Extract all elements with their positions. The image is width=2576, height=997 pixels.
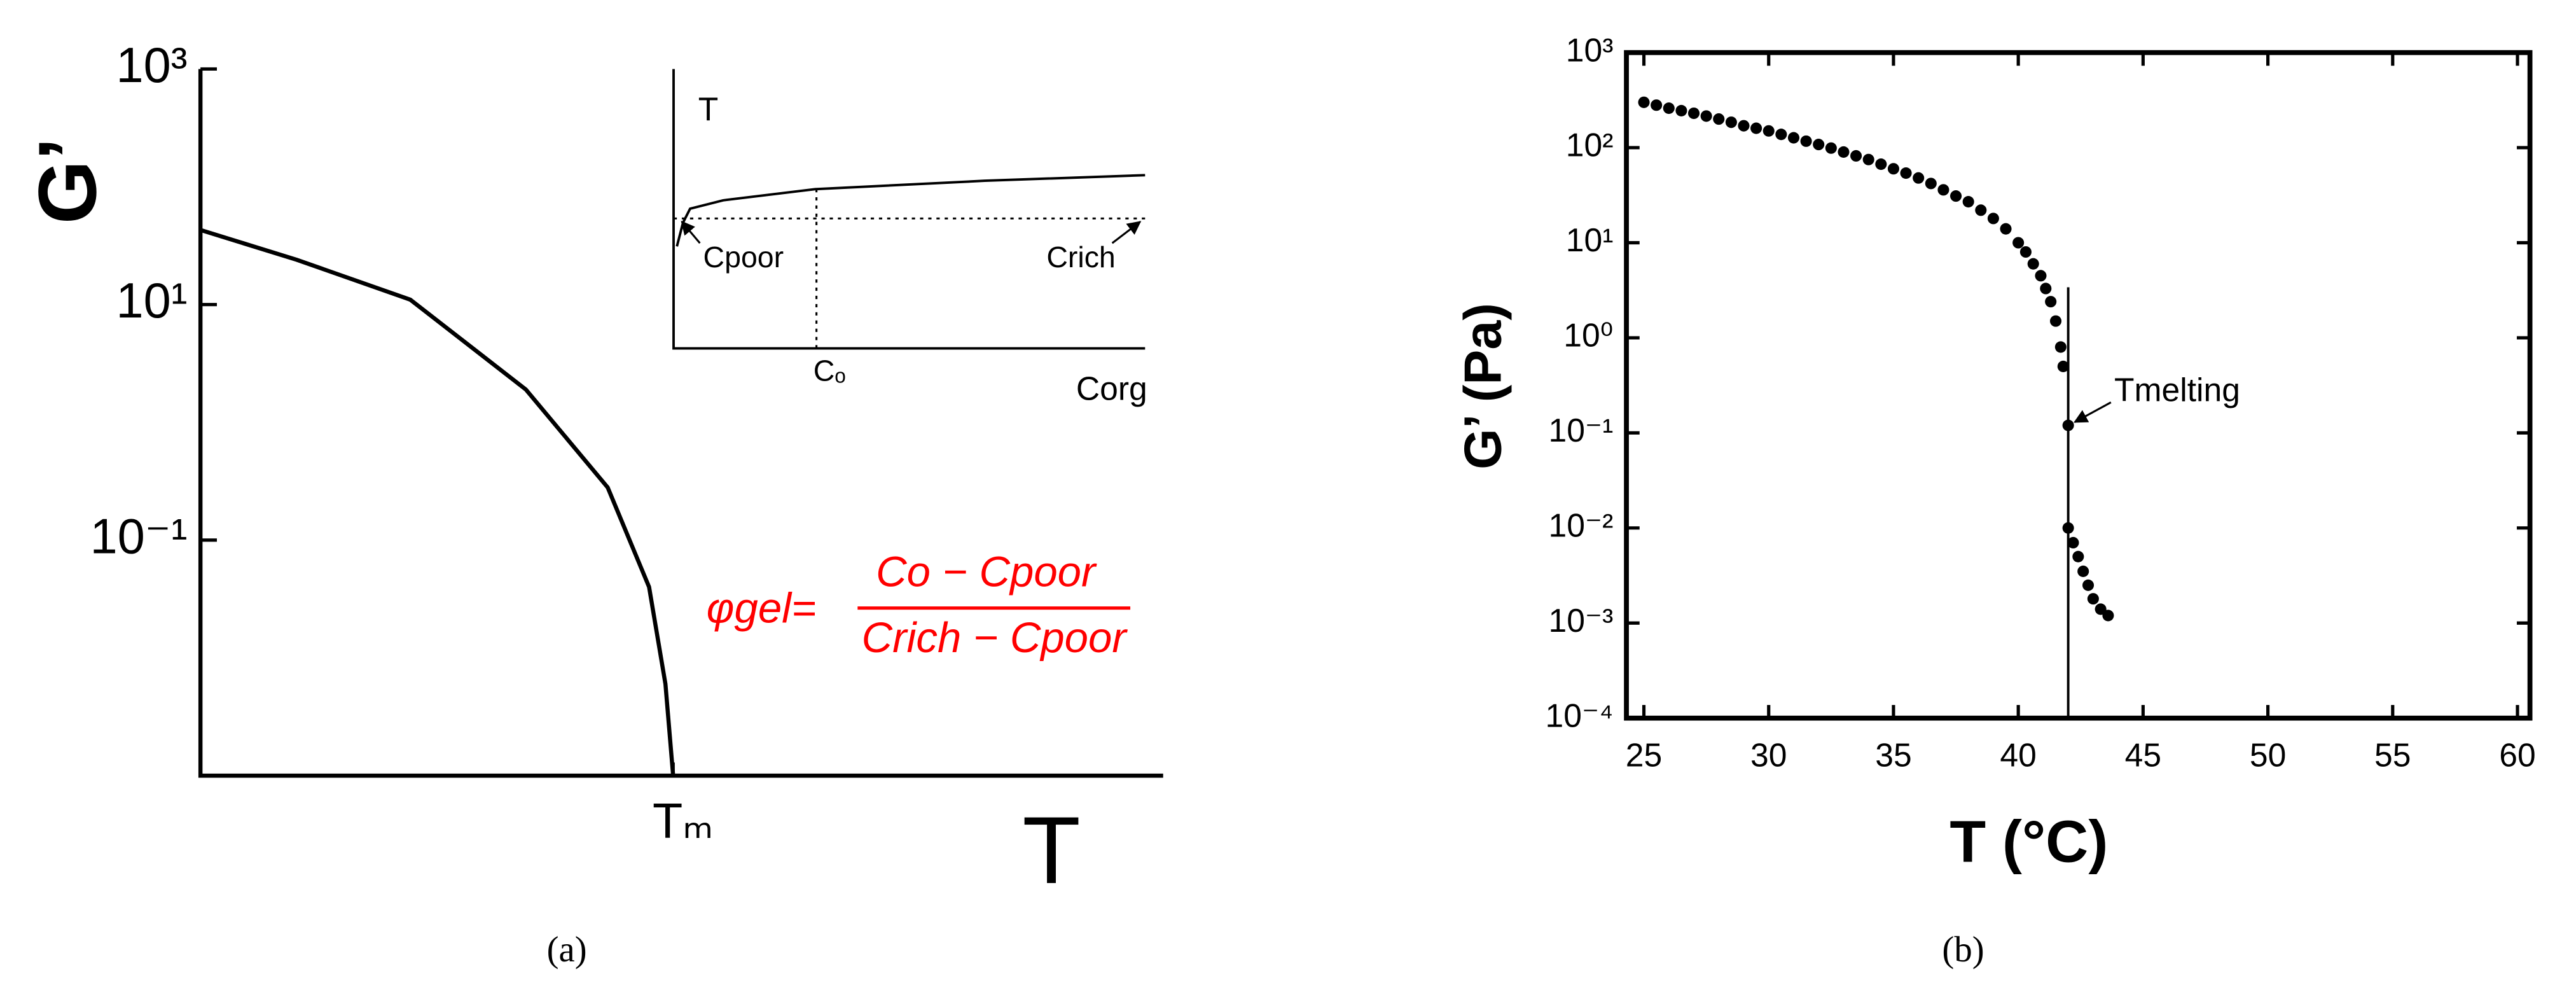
data-point [1962,196,1974,208]
x-axis-label: T [1022,797,1081,903]
data-point [1825,142,1837,154]
formula-numerator: Co − Cpoor [876,548,1097,596]
data-point [1775,129,1787,141]
plot-frame [1624,50,2533,721]
data-point [2067,536,2079,549]
data-point [1925,178,1937,190]
y-tick-label: 10⁰ [1563,317,1613,354]
caption: (a) [547,930,587,970]
y-tick-label: 10⁻¹ [90,509,188,564]
y-tick-label: 10⁻¹ [1548,412,1613,449]
inset-annotation: Cpoor [703,241,784,274]
x-tick-label: 30 [1750,736,1787,773]
data-point [2019,246,2032,258]
data-point [1887,163,1899,175]
annotation-arrow [681,220,701,244]
x-tick-label: 60 [2499,736,2535,773]
data-point [1663,102,1675,115]
data-point [1987,213,1999,225]
data-point [2027,258,2039,270]
inset-x-label: Corg [1076,370,1147,407]
data-point [1725,116,1737,129]
formula-denominator: Crich − Cpoor [862,614,1128,662]
formula-lhs: φgel= [707,585,817,632]
data-point [1900,167,1912,179]
data-point [2062,522,2074,534]
inset-x-tick-label: Cₒ [814,354,846,387]
y-tick-label: 10³ [116,38,188,93]
data-point [1850,150,1862,162]
data-point [1787,132,1800,144]
x-tick-label: 25 [1626,736,1662,773]
inset-y-label: T [698,90,719,127]
y-axis-label: G’ [22,137,113,224]
annotation-arrow [2074,401,2112,423]
data-point [1813,139,1825,151]
data-point [2045,296,2057,308]
inset-annotation: Crich [1046,241,1115,274]
data-point [2077,565,2089,577]
data-point [2057,360,2069,372]
x-axis-label: T (°C) [1949,809,2108,875]
axes [198,69,1163,778]
y-tick-label: 10² [1566,127,1614,164]
inset-curve [675,174,1146,247]
data-point [2062,419,2074,431]
x-tick-label: Tₘ [653,794,714,849]
data-point [1638,96,1650,108]
data-point [2040,282,2052,295]
data-point [1762,125,1775,137]
data-point [1651,99,1663,111]
data-point [1875,158,1887,171]
x-tick-label: 35 [1875,736,1911,773]
y-tick-label: 10¹ [1566,221,1614,258]
curve [200,228,675,776]
data-point [1675,104,1687,116]
x-tick-label: 55 [2374,736,2411,773]
y-tick-label: 10³ [1566,31,1614,68]
y-tick-label: 10⁻² [1548,506,1613,543]
data-point [2087,593,2099,605]
data-point [1738,120,1750,132]
data-point [1750,122,1762,134]
inset-axes [672,69,1146,350]
data-point [1975,204,1987,216]
data-point [1838,146,1850,158]
data-point [2072,550,2084,562]
annotation-arrow [1111,221,1142,244]
data-point [1800,135,1812,147]
x-tick-label: 40 [2000,736,2036,773]
data-point [2000,223,2012,235]
data-point [1937,184,1949,196]
y-tick-label: 10⁻³ [1548,602,1613,639]
data-point [2095,603,2107,615]
data-point [2012,237,2025,249]
data-point [1687,107,1700,120]
y-tick-label: 10⁻⁴ [1546,697,1614,734]
x-tick-label: 45 [2125,736,2161,773]
x-tick-label: 50 [2250,736,2286,773]
y-tick-label: 10¹ [116,274,188,328]
data-point [1950,190,1962,202]
data-point [2054,341,2067,353]
data-point [2049,315,2062,327]
data-point [1862,153,1874,165]
y-axis-label: G’ (Pa) [1453,303,1512,470]
data-point [1700,110,1712,122]
data-point [1913,172,1925,184]
data-point [2082,579,2095,591]
data-point [2035,270,2047,282]
caption: (b) [1942,930,1984,970]
annotation: Tmelting [2114,372,2240,408]
data-point [2102,610,2114,622]
data-point [1713,113,1725,125]
